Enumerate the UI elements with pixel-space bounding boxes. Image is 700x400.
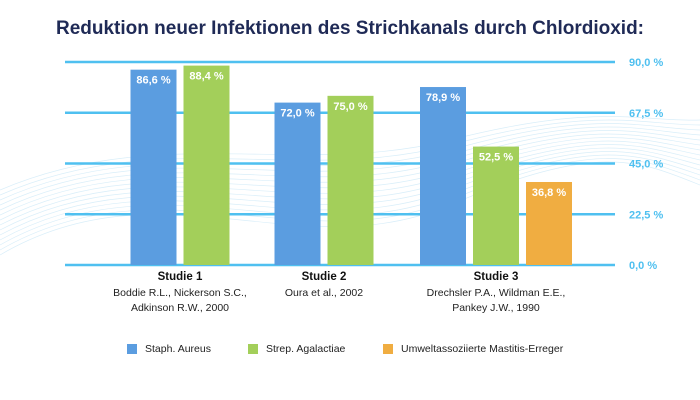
x-category-source: Pankey J.W., 1990 — [452, 302, 540, 314]
y-tick-label: 45,0 % — [629, 159, 663, 171]
y-tick-label: 22,5 % — [629, 209, 663, 221]
x-category-label: Studie 2 — [302, 271, 347, 283]
bar-value-label: 52,5 % — [479, 152, 513, 164]
background-wave — [0, 158, 700, 251]
x-axis-labels: Studie 1 Boddie R.L., Nickerson S.C., Adki… — [113, 271, 565, 314]
legend: Staph. Aureus Strep. Agalactiae Umweltasso… — [0, 343, 700, 361]
y-axis-ticks: 0,0 % 22,5 % 45,0 % 67,5 % 90,0 % — [629, 57, 663, 272]
bar — [526, 181, 572, 265]
bar-value-label: 88,4 % — [189, 71, 223, 83]
legend-swatch — [248, 344, 258, 354]
y-tick-label: 0,0 % — [629, 260, 657, 272]
background-wave — [0, 119, 700, 196]
bar-value-label: 72,0 % — [280, 108, 314, 120]
legend-item: Staph. Aureus — [127, 343, 211, 355]
x-category-source: Drechsler P.A., Wildman E.E., — [427, 287, 566, 299]
legend-label: Strep. Agalactiae — [266, 343, 346, 355]
legend-label: Umweltassoziierte Mastitis-Erreger — [401, 343, 564, 355]
legend-item: Strep. Agalactiae — [248, 343, 345, 355]
background-wave — [0, 130, 700, 211]
bar-value-label: 86,6 % — [136, 75, 170, 87]
legend-label: Staph. Aureus — [145, 343, 211, 355]
bar-value-label: 75,0 % — [333, 101, 367, 113]
x-category-source: Oura et al., 2002 — [285, 287, 363, 299]
background-wave — [0, 161, 700, 256]
background-wave — [0, 151, 700, 241]
legend-item: Umweltassoziierte Mastitis-Erreger — [383, 343, 563, 355]
x-category-source: Adkinson R.W., 2000 — [131, 302, 229, 314]
background-wave — [0, 140, 700, 226]
bar — [327, 95, 374, 265]
bar-value-label: 78,9 % — [426, 92, 460, 104]
background-wave — [0, 133, 700, 216]
background-wave — [0, 154, 700, 246]
x-category-source: Boddie R.L., Nickerson S.C., — [113, 287, 247, 299]
bar — [420, 87, 466, 265]
legend-swatch — [127, 344, 137, 354]
x-category-label: Studie 1 — [158, 271, 203, 283]
background-wave — [0, 123, 700, 201]
background-wave — [0, 116, 700, 191]
bar — [473, 146, 519, 265]
bar-value-label: 36,8 % — [532, 187, 566, 199]
bar — [274, 102, 321, 265]
bar — [183, 65, 230, 265]
chart-title: Reduktion neuer Infektionen des Strichka… — [55, 18, 645, 39]
background-wave — [0, 144, 700, 231]
y-tick-label: 67,5 % — [629, 108, 663, 120]
legend-swatch — [383, 344, 393, 354]
bars: 86,6 % 88,4 % 72,0 % 75,0 % 78,9 % 52,5 % 36,8… — [130, 65, 572, 266]
background-wave — [0, 137, 700, 221]
bar — [130, 69, 177, 266]
background-wave — [0, 147, 700, 236]
y-tick-label: 90,0 % — [629, 57, 663, 69]
x-category-label: Studie 3 — [474, 271, 519, 283]
